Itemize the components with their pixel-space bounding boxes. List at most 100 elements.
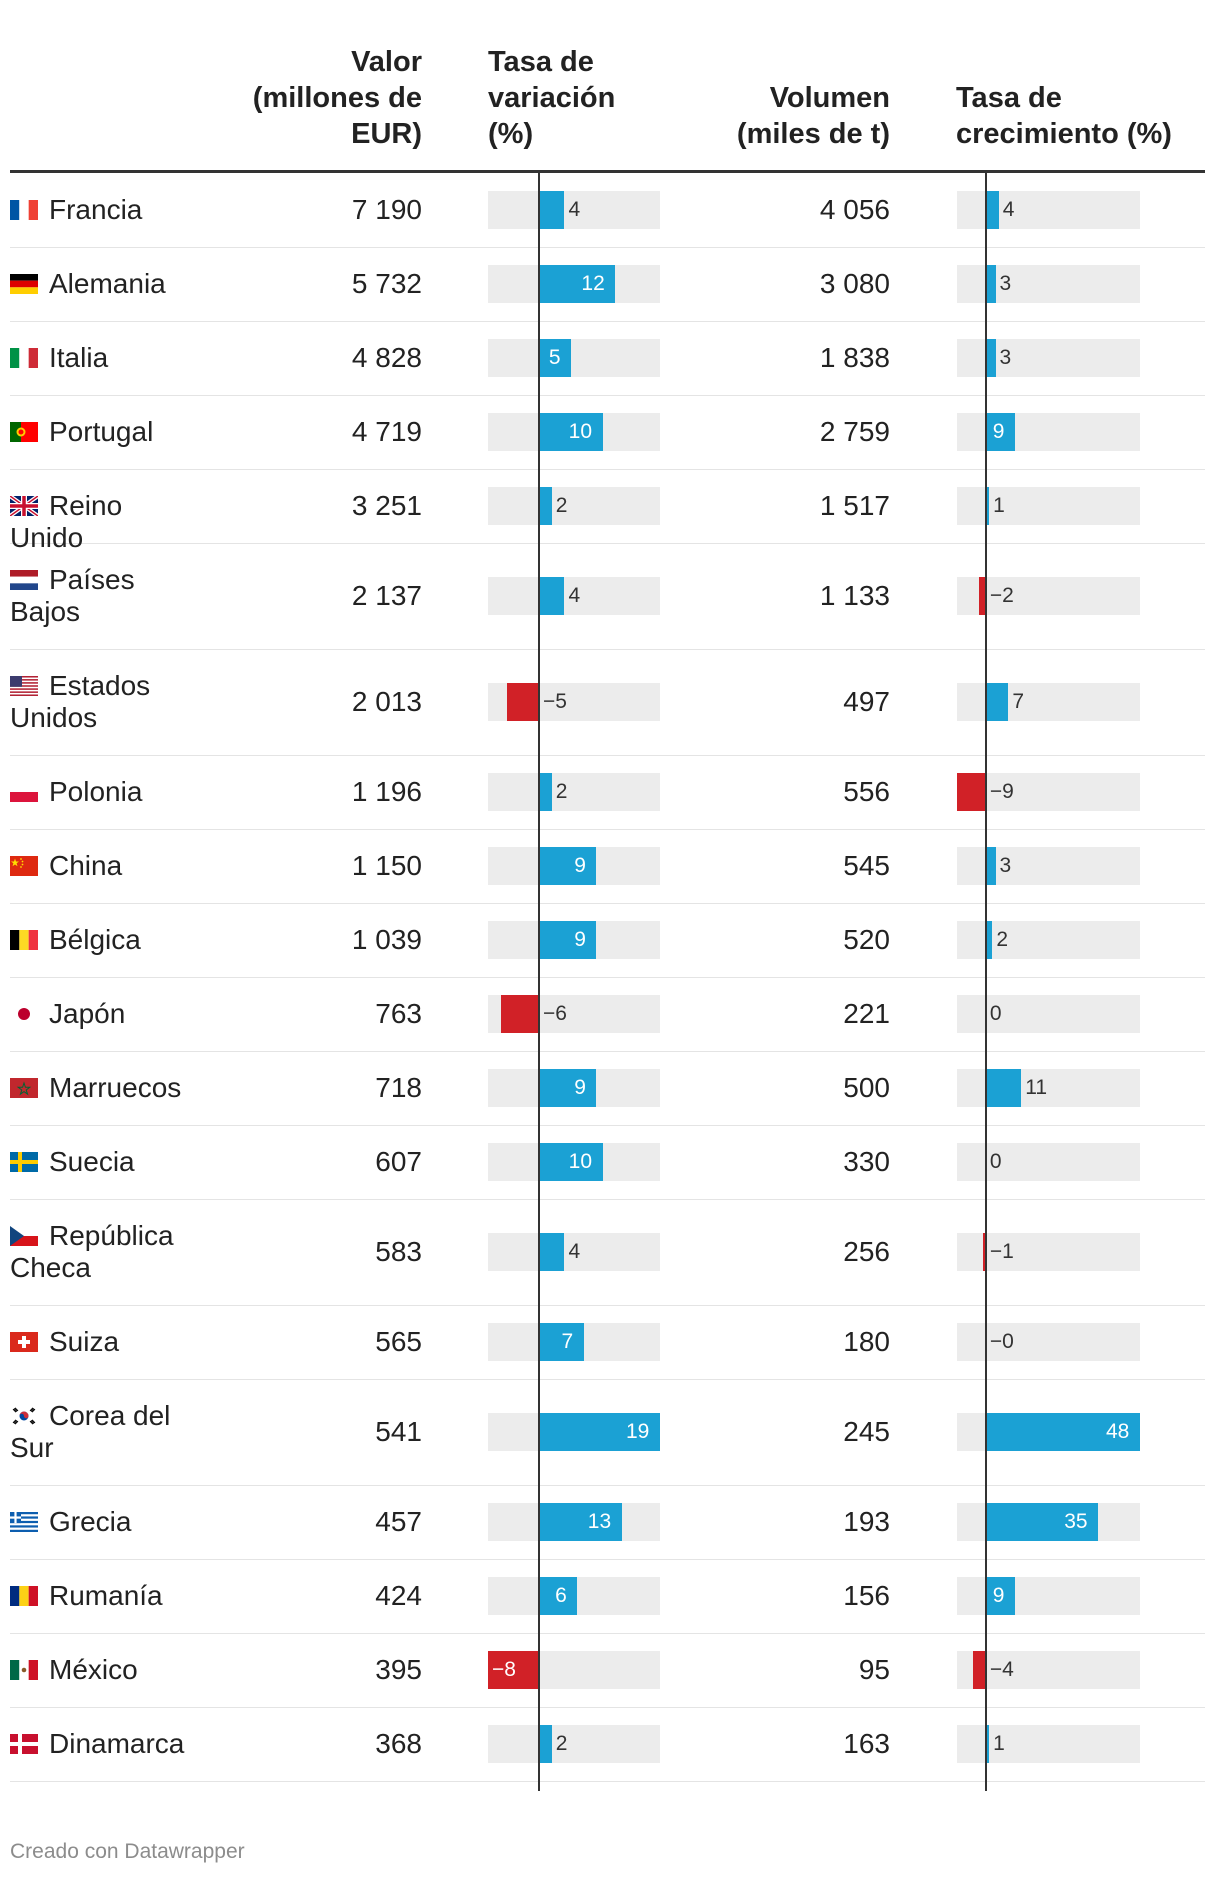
- crecimiento-bar: [985, 339, 996, 377]
- volumen-value: 2 759: [819, 416, 890, 447]
- volumen-value: 95: [858, 1654, 890, 1685]
- crecimiento-track: [957, 995, 1140, 1033]
- table-row: Suecia 607 330 10 0: [10, 1125, 1205, 1200]
- variacion-label: 9: [574, 854, 586, 877]
- country-cell: Portugal: [10, 416, 200, 448]
- variacion-bar: [488, 1651, 539, 1689]
- variacion-track: [488, 1725, 660, 1763]
- crecimiento-bar: [985, 265, 996, 303]
- country-name: Grecia: [49, 1506, 132, 1537]
- table-row: Italia 4 828 1 838 5 3: [10, 321, 1205, 396]
- table-row: México 395 95 −8 −4: [10, 1633, 1205, 1708]
- crecimiento-label: −0: [989, 1330, 1014, 1353]
- crecimiento-label: −4: [989, 1658, 1014, 1681]
- table-row: Países Bajos 2 137 1 133 4 −2: [10, 543, 1205, 650]
- romania-flag-icon: [10, 1586, 38, 1606]
- variacion-label: 9: [574, 1076, 586, 1099]
- header-volumen: Volumen (miles de t): [736, 82, 890, 150]
- variacion-bar: [538, 1413, 660, 1451]
- switzerland-flag-icon: [10, 1332, 38, 1352]
- variacion-bar: [538, 1143, 603, 1181]
- volumen-value: 4 056: [819, 194, 890, 225]
- volumen-value: 520: [843, 924, 890, 955]
- variacion-label: −5: [542, 690, 567, 713]
- country-cell: Polonia: [10, 776, 200, 808]
- volumen-value: 330: [843, 1146, 890, 1177]
- crecimiento-bar: [985, 683, 1009, 721]
- morocco-flag-icon: [10, 1078, 38, 1098]
- table-row: Suiza 565 180 7 −0: [10, 1305, 1205, 1380]
- valor-value: 395: [375, 1654, 422, 1685]
- table-row: Estados Unidos 2 013 497 −5 7: [10, 649, 1205, 756]
- country-name: Suecia: [49, 1146, 135, 1177]
- sweden-flag-icon: [10, 1152, 38, 1172]
- crecimiento-label: 4: [1002, 198, 1015, 221]
- variacion-track: [488, 487, 660, 525]
- variacion-label: 13: [587, 1510, 612, 1533]
- variacion-label: 5: [548, 346, 561, 369]
- valor-value: 368: [375, 1728, 422, 1759]
- variacion-label: 19: [626, 1420, 650, 1443]
- table-row: Alemania 5 732 3 080 12 3: [10, 247, 1205, 322]
- valor-value: 2 013: [351, 686, 422, 717]
- valor-value: 3 251: [351, 490, 422, 521]
- variacion-bar: [538, 847, 597, 885]
- belgium-flag-icon: [10, 930, 38, 950]
- country-name: Alemania: [49, 268, 166, 299]
- country-name: Estados Unidos: [10, 670, 151, 733]
- country-name: Japón: [49, 998, 126, 1029]
- valor-value: 4 828: [351, 342, 422, 373]
- crecimiento-bar: [985, 921, 993, 959]
- country-cell: Estados Unidos: [10, 670, 200, 734]
- crecimiento-label: 0: [989, 1150, 1002, 1173]
- country-name: Dinamarca: [49, 1728, 185, 1759]
- italy-flag-icon: [10, 348, 38, 368]
- variacion-label: 2: [555, 494, 568, 517]
- country-cell: Japón: [10, 998, 200, 1030]
- country-name: Portugal: [49, 416, 154, 447]
- valor-value: 5 732: [351, 268, 422, 299]
- table-row: República Checa 583 256 4 −1: [10, 1199, 1205, 1306]
- variacion-bar: [500, 995, 539, 1033]
- crecimiento-bar: [985, 1503, 1099, 1541]
- china-flag-icon: [10, 856, 38, 876]
- netherlands-flag-icon: [10, 570, 38, 590]
- header-tasa-variacion: Tasa de variación (%): [488, 46, 616, 150]
- table-row: Polonia 1 196 556 2 −9: [10, 755, 1205, 830]
- volumen-value: 545: [843, 850, 890, 881]
- variacion-label: 4: [568, 584, 581, 607]
- poland-flag-icon: [10, 782, 38, 802]
- volumen-value: 193: [843, 1506, 890, 1537]
- variacion-bar: [538, 921, 597, 959]
- denmark-flag-icon: [10, 1734, 38, 1754]
- crecimiento-bar: [985, 413, 1015, 451]
- variacion-zero-axis: [537, 173, 540, 1791]
- variacion-label: 6: [555, 1584, 567, 1607]
- variacion-bar: [538, 1323, 584, 1361]
- czechia-flag-icon: [10, 1226, 38, 1246]
- crecimiento-label: −9: [989, 780, 1014, 803]
- crecimiento-bar: [985, 847, 996, 885]
- valor-value: 457: [375, 1506, 422, 1537]
- variacion-label: 4: [568, 198, 581, 221]
- table-row: Corea del Sur 541 245 19 48: [10, 1379, 1205, 1486]
- volumen-value: 256: [843, 1236, 890, 1267]
- valor-value: 607: [375, 1146, 422, 1177]
- crecimiento-bar: [985, 191, 999, 229]
- country-cell: Corea del Sur: [10, 1400, 200, 1464]
- header-tasa-crecimiento: Tasa de crecimiento (%): [956, 82, 1172, 150]
- crecimiento-bar: [985, 1577, 1015, 1615]
- crecimiento-bar: [957, 773, 986, 811]
- volumen-value: 163: [843, 1728, 890, 1759]
- crecimiento-label: 48: [1106, 1420, 1130, 1443]
- crecimiento-label: 3: [999, 346, 1012, 369]
- country-cell: Francia: [10, 194, 200, 226]
- volumen-value: 1 838: [819, 342, 890, 373]
- country-name: Marruecos: [49, 1072, 182, 1103]
- valor-value: 1 039: [351, 924, 422, 955]
- country-cell: Países Bajos: [10, 564, 200, 628]
- header-valor: Valor (millones de EUR): [252, 46, 422, 150]
- country-cell: Suiza: [10, 1326, 200, 1358]
- volumen-value: 500: [843, 1072, 890, 1103]
- greece-flag-icon: [10, 1512, 38, 1532]
